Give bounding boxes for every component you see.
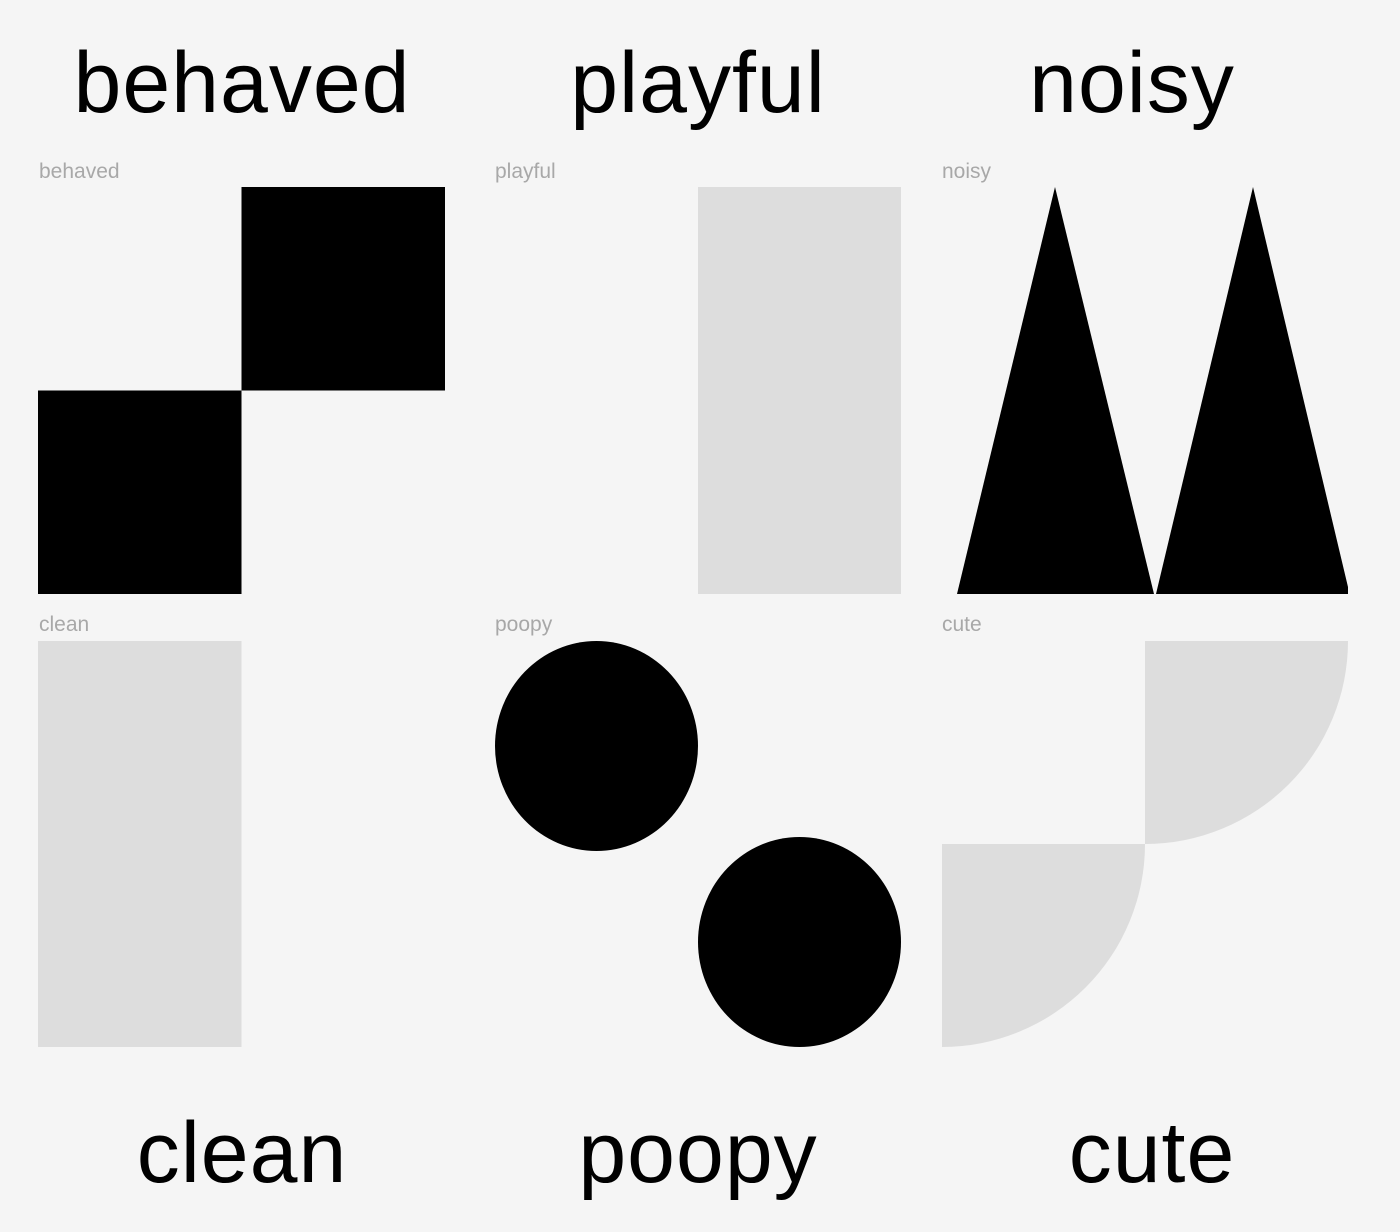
heading-poopy: poopy: [578, 1105, 818, 1201]
heading-clean: clean: [136, 1105, 348, 1201]
frame-noisy[interactable]: [942, 187, 1348, 594]
behaved-square-bottom-left: [38, 390, 242, 594]
heading-cute: cute: [1068, 1105, 1236, 1201]
playful-rectangle: [698, 187, 901, 594]
noisy-triangle-left: [957, 187, 1154, 594]
frame-clean[interactable]: [38, 641, 445, 1047]
poopy-shape: [495, 641, 901, 1047]
clean-shape: [38, 641, 242, 1047]
cute-quarter-circle-bottom-left: [942, 844, 1145, 1047]
noisy-shape: [957, 187, 1348, 594]
heading-noisy: noisy: [1029, 35, 1235, 131]
cute-shape: [942, 641, 1348, 1047]
playful-shape: [698, 187, 901, 594]
poopy-circle-top-left: [495, 641, 698, 851]
heading-playful: playful: [570, 35, 826, 131]
behaved-square-top-right: [241, 187, 445, 391]
frame-label-poopy: poopy: [495, 613, 553, 636]
frame-behaved[interactable]: [38, 187, 445, 594]
frame-label-behaved: behaved: [39, 160, 120, 183]
poopy-circle-bottom-right: [698, 837, 901, 1047]
frame-label-clean: clean: [39, 613, 90, 636]
frame-cute[interactable]: [942, 641, 1348, 1047]
frame-label-playful: playful: [495, 160, 556, 183]
heading-behaved: behaved: [73, 35, 411, 131]
frame-label-cute: cute: [942, 613, 982, 636]
clean-rectangle: [38, 641, 242, 1047]
frame-poopy[interactable]: [495, 641, 901, 1047]
behaved-shape: [38, 187, 445, 594]
cute-quarter-circle-top-right: [1145, 641, 1348, 844]
frame-label-noisy: noisy: [942, 160, 992, 183]
noisy-triangle-right: [1156, 187, 1348, 594]
frame-playful[interactable]: [495, 187, 901, 594]
